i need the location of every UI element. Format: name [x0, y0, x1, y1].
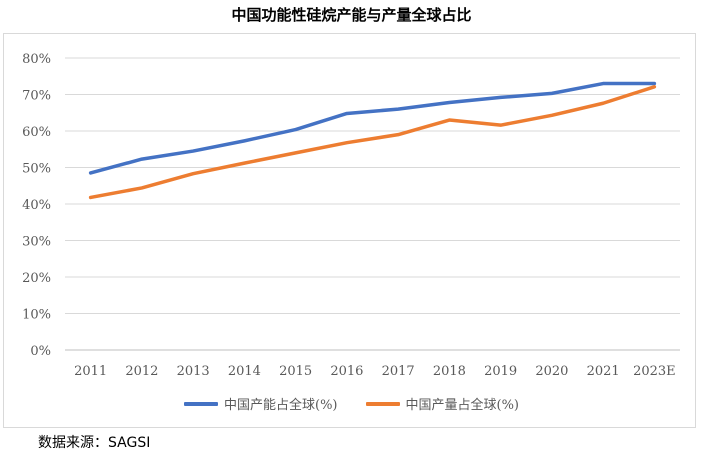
x-tick-label: 2017 [382, 364, 415, 379]
x-tick-label: 2015 [279, 364, 312, 379]
source-note: 数据来源：SAGSI [38, 435, 151, 451]
y-tick-label: 0% [30, 344, 51, 359]
chart-title: 中国功能性硅烷产能与产量全球占比 [231, 6, 472, 24]
y-tick-label: 40% [22, 198, 51, 213]
y-tick-label: 20% [22, 271, 51, 286]
legend-swatch-capacity [184, 401, 218, 406]
x-tick-label: 2012 [125, 364, 158, 379]
y-tick-label: 10% [22, 308, 51, 323]
x-tick-label: 2016 [330, 364, 363, 379]
y-tick-label: 30% [22, 235, 51, 250]
y-tick-label: 50% [22, 162, 51, 177]
series-line-1 [88, 85, 657, 200]
x-tick-label: 2023E [633, 364, 676, 379]
x-tick-label: 2014 [228, 364, 261, 379]
x-tick-label: 2011 [74, 364, 107, 379]
legend-item-output: 中国产量占全球(%) [365, 394, 520, 413]
x-tick-label: 2021 [587, 364, 620, 379]
x-tick-label: 2020 [535, 364, 568, 379]
legend-swatch-output [365, 401, 400, 406]
x-tick-label: 2018 [433, 364, 466, 379]
series-line-0 [88, 81, 657, 175]
x-tick-label: 2013 [177, 364, 210, 379]
legend: 中国产能占全球(%) 中国产量占全球(%) [0, 394, 703, 413]
x-tick-label: 2019 [484, 364, 517, 379]
legend-label-capacity: 中国产能占全球(%) [224, 398, 338, 413]
y-tick-label: 70% [22, 89, 51, 104]
chart-frame [3, 33, 696, 428]
legend-label-output: 中国产量占全球(%) [405, 398, 520, 413]
legend-item-capacity: 中国产能占全球(%) [184, 394, 338, 413]
y-tick-label: 80% [22, 52, 51, 67]
y-tick-label: 60% [22, 125, 51, 140]
